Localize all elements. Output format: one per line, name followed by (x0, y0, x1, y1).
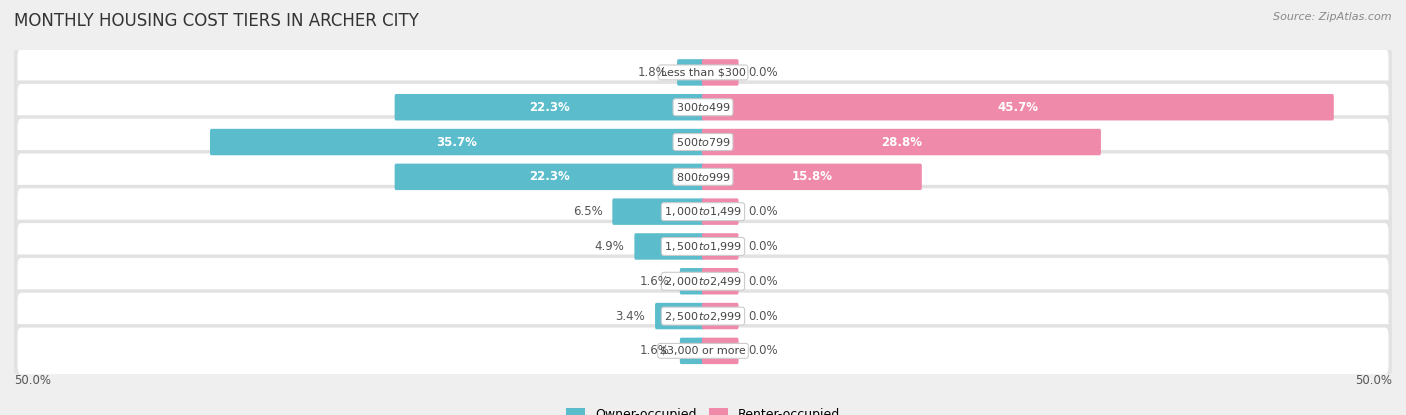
FancyBboxPatch shape (17, 49, 1389, 96)
Text: $1,500 to $1,999: $1,500 to $1,999 (664, 240, 742, 253)
FancyBboxPatch shape (681, 338, 704, 364)
FancyBboxPatch shape (17, 154, 1389, 200)
Text: 0.0%: 0.0% (748, 344, 778, 357)
Text: 0.0%: 0.0% (748, 240, 778, 253)
Legend: Owner-occupied, Renter-occupied: Owner-occupied, Renter-occupied (561, 403, 845, 415)
FancyBboxPatch shape (702, 198, 738, 225)
FancyBboxPatch shape (17, 119, 1389, 165)
FancyBboxPatch shape (395, 164, 704, 190)
FancyBboxPatch shape (702, 233, 738, 260)
FancyBboxPatch shape (702, 129, 1101, 155)
FancyBboxPatch shape (14, 115, 1392, 169)
Text: $300 to $499: $300 to $499 (675, 101, 731, 113)
Text: 35.7%: 35.7% (437, 136, 478, 149)
Text: 15.8%: 15.8% (792, 170, 832, 183)
FancyBboxPatch shape (655, 303, 704, 329)
FancyBboxPatch shape (702, 164, 922, 190)
FancyBboxPatch shape (17, 188, 1389, 235)
FancyBboxPatch shape (14, 324, 1392, 378)
Text: 1.6%: 1.6% (640, 275, 669, 288)
FancyBboxPatch shape (14, 46, 1392, 99)
Text: 22.3%: 22.3% (529, 170, 569, 183)
FancyBboxPatch shape (17, 293, 1389, 339)
FancyBboxPatch shape (681, 268, 704, 295)
FancyBboxPatch shape (209, 129, 704, 155)
FancyBboxPatch shape (17, 258, 1389, 305)
Text: 50.0%: 50.0% (14, 374, 51, 386)
FancyBboxPatch shape (702, 268, 738, 295)
FancyBboxPatch shape (17, 327, 1389, 374)
Text: Less than $300: Less than $300 (661, 67, 745, 78)
FancyBboxPatch shape (634, 233, 704, 260)
FancyBboxPatch shape (14, 150, 1392, 204)
FancyBboxPatch shape (17, 223, 1389, 270)
FancyBboxPatch shape (14, 81, 1392, 134)
Text: 0.0%: 0.0% (748, 66, 778, 79)
Text: MONTHLY HOUSING COST TIERS IN ARCHER CITY: MONTHLY HOUSING COST TIERS IN ARCHER CIT… (14, 12, 419, 30)
Text: 4.9%: 4.9% (595, 240, 624, 253)
Text: $2,500 to $2,999: $2,500 to $2,999 (664, 310, 742, 322)
Text: 0.0%: 0.0% (748, 275, 778, 288)
Text: 50.0%: 50.0% (1355, 374, 1392, 386)
Text: 1.8%: 1.8% (637, 66, 668, 79)
Text: 22.3%: 22.3% (529, 101, 569, 114)
Text: 1.6%: 1.6% (640, 344, 669, 357)
Text: $800 to $999: $800 to $999 (675, 171, 731, 183)
FancyBboxPatch shape (14, 254, 1392, 308)
FancyBboxPatch shape (702, 94, 1334, 120)
FancyBboxPatch shape (14, 220, 1392, 273)
Text: $2,000 to $2,499: $2,000 to $2,499 (664, 275, 742, 288)
FancyBboxPatch shape (613, 198, 704, 225)
FancyBboxPatch shape (702, 338, 738, 364)
FancyBboxPatch shape (702, 303, 738, 329)
FancyBboxPatch shape (702, 59, 738, 85)
Text: 28.8%: 28.8% (882, 136, 922, 149)
FancyBboxPatch shape (678, 59, 704, 85)
Text: $1,000 to $1,499: $1,000 to $1,499 (664, 205, 742, 218)
Text: 3.4%: 3.4% (616, 310, 645, 322)
Text: 45.7%: 45.7% (997, 101, 1039, 114)
Text: $3,000 or more: $3,000 or more (661, 346, 745, 356)
Text: 6.5%: 6.5% (572, 205, 602, 218)
FancyBboxPatch shape (17, 84, 1389, 131)
FancyBboxPatch shape (14, 185, 1392, 239)
Text: Source: ZipAtlas.com: Source: ZipAtlas.com (1274, 12, 1392, 22)
FancyBboxPatch shape (395, 94, 704, 120)
Text: $500 to $799: $500 to $799 (675, 136, 731, 148)
FancyBboxPatch shape (14, 289, 1392, 343)
Text: 0.0%: 0.0% (748, 205, 778, 218)
Text: 0.0%: 0.0% (748, 310, 778, 322)
